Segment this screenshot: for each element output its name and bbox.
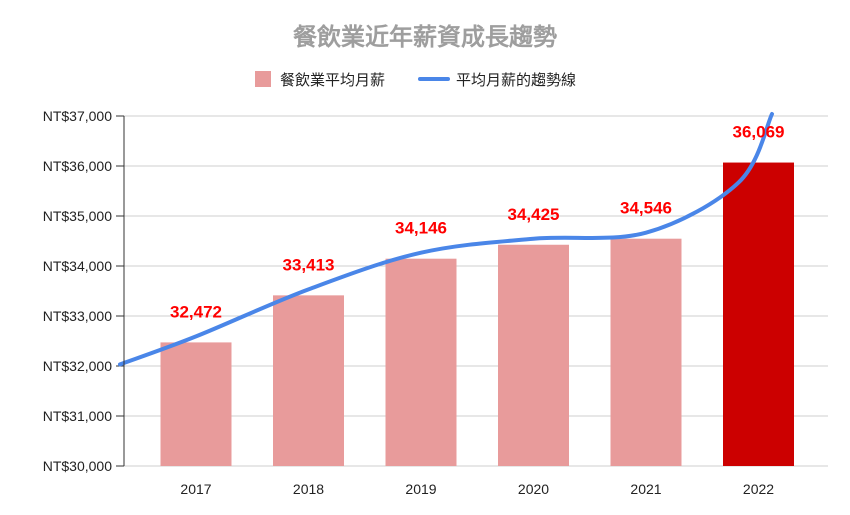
x-tick-label: 2017	[180, 481, 211, 497]
x-tick-label: 2019	[405, 481, 436, 497]
trendline	[118, 112, 774, 367]
data-label: 33,413	[283, 255, 335, 274]
y-tick-label: NT$32,000	[43, 358, 112, 374]
data-label: 36,069	[733, 123, 785, 142]
data-labels: 32,472 33,413 34,146 34,425 34,546 36,069	[170, 123, 785, 322]
x-tick-label: 2021	[630, 481, 661, 497]
y-axis-ticks: NT$30,000 NT$31,000 NT$32,000 NT$33,000 NT$3…	[43, 108, 124, 474]
y-tick-label: NT$31,000	[43, 408, 112, 424]
data-label: 32,472	[170, 302, 222, 321]
trendline-path	[118, 112, 774, 367]
bar-2019	[385, 258, 457, 466]
chart-title: 餐飲業近年薪資成長趨勢	[293, 23, 557, 51]
y-tick-label: NT$33,000	[43, 308, 112, 324]
data-label: 34,425	[508, 205, 560, 224]
x-tick-label: 2020	[518, 481, 549, 497]
y-tick-label: NT$36,000	[43, 158, 112, 174]
legend-bar-swatch	[255, 71, 271, 87]
bar-2021	[610, 238, 682, 466]
data-label: 34,546	[620, 199, 672, 218]
x-axis-ticks: 2017 2018 2019 2020 2021 2022	[180, 481, 774, 497]
bar-2022	[723, 162, 794, 467]
y-tick-label: NT$34,000	[43, 258, 112, 274]
bar-2018	[273, 295, 344, 466]
bar-2020	[498, 244, 569, 466]
legend: 餐飲業平均月薪 平均月薪的趨勢線	[255, 71, 576, 89]
bars	[160, 162, 794, 467]
x-tick-label: 2022	[743, 481, 774, 497]
data-label: 34,146	[395, 219, 447, 238]
legend-line-label: 平均月薪的趨勢線	[456, 71, 576, 89]
y-tick-label: NT$30,000	[43, 458, 112, 474]
y-tick-label: NT$35,000	[43, 208, 112, 224]
y-tick-label: NT$37,000	[43, 108, 112, 124]
legend-bar-label: 餐飲業平均月薪	[280, 71, 385, 89]
bar-2017	[160, 342, 232, 466]
x-tick-label: 2018	[293, 481, 324, 497]
